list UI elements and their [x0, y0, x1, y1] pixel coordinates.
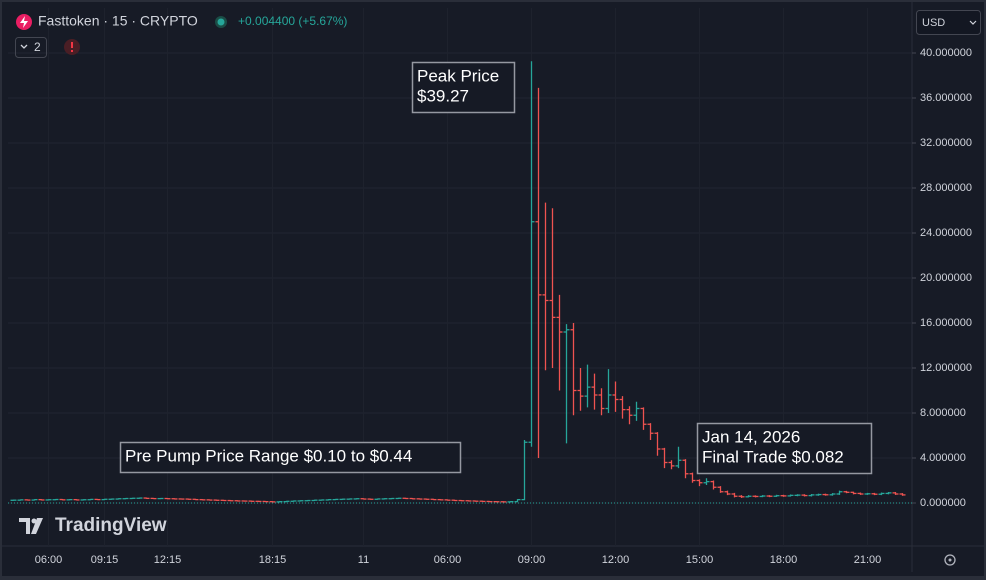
x-tick-label: 06:00: [434, 554, 462, 566]
status-dot: [217, 18, 225, 26]
y-tick-label: 28.000000: [920, 182, 972, 194]
x-tick-label: 12:00: [602, 554, 630, 566]
currency: USD: [922, 17, 945, 29]
annotation-box: [411, 61, 516, 114]
annotation-box: [119, 441, 462, 474]
y-tick-label: 8.000000: [920, 407, 966, 419]
y-tick-label: 40.000000: [920, 47, 972, 59]
price-change: +0.004400 (+5.67%): [238, 14, 347, 28]
annotation-text: Peak Price: [417, 66, 499, 85]
indicator-count: 2: [34, 40, 41, 54]
x-tick-label: 09:15: [91, 554, 119, 566]
y-tick-label: 0.000000: [920, 497, 966, 509]
annotation-text: Final Trade $0.082: [702, 447, 844, 466]
chevron: [20, 44, 28, 49]
watermark: TradingView: [55, 515, 167, 536]
y-tick-label: 4.000000: [920, 452, 966, 464]
y-tick-label: 12.000000: [920, 362, 972, 374]
currency-dropdown[interactable]: [916, 10, 981, 35]
x-tick-label: 06:00: [35, 554, 63, 566]
annotations: Peak Price$39.27 Pre Pump Price Range $0.…: [119, 61, 873, 475]
x-tick-label: 11: [358, 554, 369, 566]
watermark-logo: [19, 518, 43, 534]
bars: [10, 61, 906, 503]
x-tick-label: 09:00: [518, 554, 546, 566]
x-tick-label: 21:00: [854, 554, 882, 566]
annotation-text: Jan 14, 2026: [702, 427, 800, 446]
settings-icon-core: [948, 558, 952, 562]
annotation-text: Pre Pump Price Range $0.10 to $0.44: [125, 446, 412, 465]
symbol-icon-bolt: [20, 16, 28, 28]
y-tick-label: 32.000000: [920, 137, 972, 149]
chevron: [969, 20, 977, 25]
y-tick-label: 24.000000: [920, 227, 972, 239]
x-tick-label: 18:15: [259, 554, 287, 566]
annotation-box: [696, 422, 873, 475]
symbol-title: Fasttoken · 15 · CRYPTO: [38, 13, 198, 29]
y-tick-label: 36.000000: [920, 92, 972, 104]
y-tick-label: 20.000000: [920, 272, 972, 284]
indicators-button[interactable]: [15, 37, 47, 58]
error-icon-dot: [71, 50, 73, 52]
error-icon-bar: [71, 42, 73, 48]
y-tick-label: 16.000000: [920, 317, 972, 329]
x-tick-label: 18:00: [770, 554, 798, 566]
x-tick-label: 12:15: [154, 554, 182, 566]
annotation-text: $39.27: [417, 86, 469, 105]
x-tick-label: 15:00: [686, 554, 714, 566]
settings-icon[interactable]: [944, 554, 956, 566]
